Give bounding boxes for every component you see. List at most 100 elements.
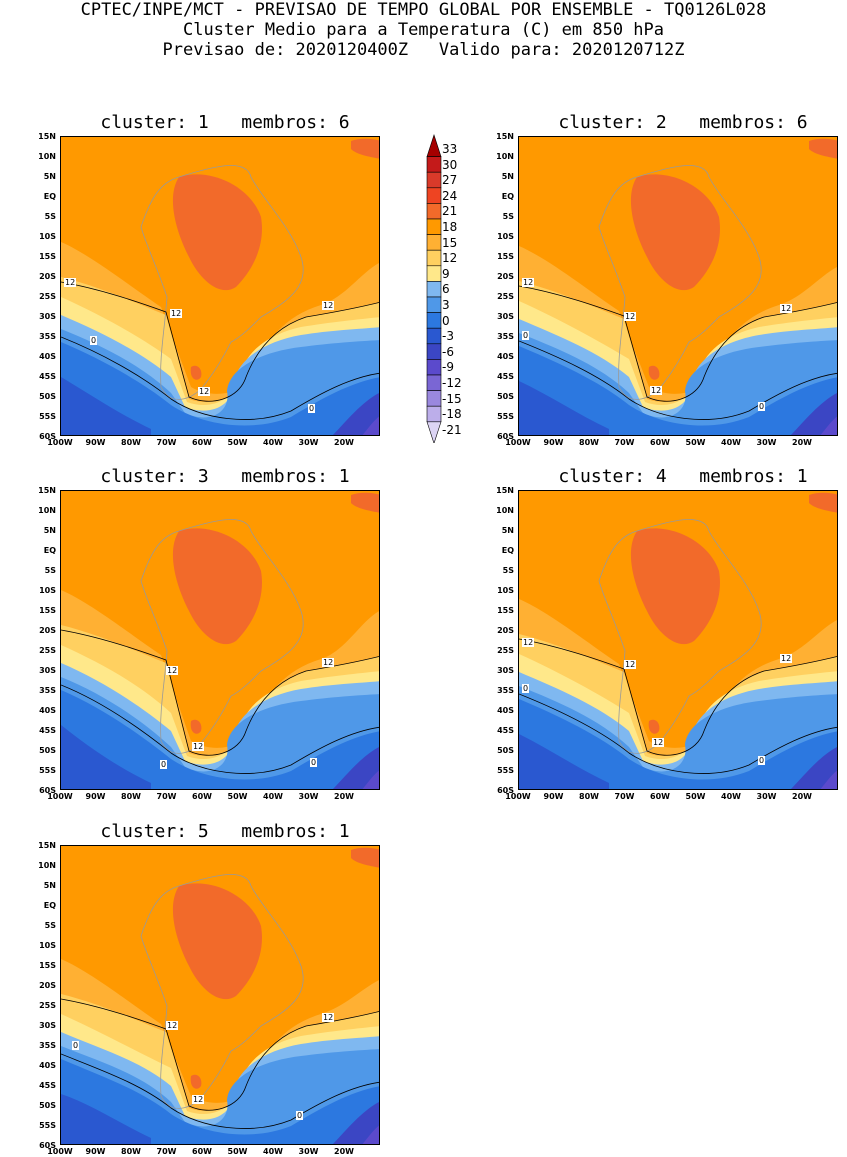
lon-tick-label: 20W (334, 1147, 354, 1156)
lon-tick-label: 40W (263, 1147, 283, 1156)
contour-label: 12 (166, 666, 179, 675)
land-outline (140, 874, 304, 1109)
shading-21-ne (809, 492, 837, 513)
lon-tick-label: 100W (47, 1147, 73, 1156)
lon-tick-label: 30W (298, 792, 319, 801)
shading-minus9 (820, 416, 837, 435)
temperature-field-svg (61, 491, 379, 789)
lon-tick-label: 40W (721, 792, 741, 801)
colorbar-swatch (426, 234, 442, 251)
colorbar-swatch (426, 249, 442, 267)
lat-tick-label: 55S (39, 766, 56, 775)
shading-21 (630, 174, 720, 291)
shading-minus3 (61, 1094, 151, 1144)
cluster-panel-2: cluster: 2 membros: 6 12 12 12 0 12 0 15N 10N 5N… (488, 112, 838, 447)
lon-tick-label: 90W (85, 438, 106, 447)
lat-tick-label: 5N (43, 526, 56, 535)
lat-tick-label: 5N (501, 526, 514, 535)
lat-tick-label: 20S (39, 981, 56, 990)
lat-tick-label: 10N (38, 861, 56, 870)
lat-tick-label: 20S (39, 626, 56, 635)
lat-tick-label: 60S (39, 432, 56, 441)
colorbar-swatch (426, 327, 442, 345)
lat-tick-label: 35S (497, 332, 514, 341)
shading-minus9 (362, 416, 379, 435)
lat-tick-label: 55S (497, 766, 514, 775)
lon-tick-label: 50W (227, 438, 248, 447)
lon-tick-label: 90W (85, 792, 106, 801)
colorbar-level-label: -15 (442, 391, 462, 406)
contour-label: 0 (310, 758, 318, 767)
shading-21 (630, 528, 720, 645)
lat-tick-label: 10N (496, 506, 514, 515)
temperature-colorbar: 33 30 27 24 21 18 15 12 9 6 3 0 -3 -6 -9 -12 -15 -18 -21 (423, 133, 483, 443)
lat-tick-label: EQ (501, 192, 514, 201)
lat-tick-label: 10S (497, 586, 514, 595)
header-line-1: CPTEC/INPE/MCT - PREVISAO DE TEMPO GLOBA… (80, 0, 767, 20)
lon-tick-label: 60W (650, 438, 670, 447)
contour-label: 12 (522, 278, 535, 287)
contour-label: 0 (522, 684, 530, 693)
lat-tick-label: 25S (39, 646, 56, 655)
contour-label: 0 (72, 1041, 80, 1050)
panel-title: cluster: 1 membros: 6 (100, 112, 350, 133)
shading-minus9 (820, 770, 837, 789)
shading-21-ne (351, 847, 379, 868)
lon-tick-label: 60W (192, 438, 212, 447)
map-frame (60, 845, 380, 1145)
lon-tick-label: 80W (121, 1147, 141, 1156)
lat-tick-label: 30S (497, 312, 514, 321)
lat-tick-label: 10N (38, 152, 56, 161)
lat-tick-label: 35S (39, 1041, 56, 1050)
contour-label: 12 (624, 312, 637, 321)
lat-tick-label: 10S (39, 941, 56, 950)
lon-tick-label: 80W (579, 792, 599, 801)
lat-tick-label: EQ (43, 546, 56, 555)
lat-tick-label: 30S (39, 1021, 56, 1030)
land-outline (140, 165, 304, 400)
lat-tick-label: 45S (39, 1081, 56, 1090)
shading-minus6 (790, 393, 837, 435)
lat-tick-label: 60S (39, 1141, 56, 1150)
panel-title: cluster: 4 membros: 1 (558, 466, 808, 487)
cluster-panel-4: cluster: 4 membros: 1 12 12 12 0 12 0 15N 10N 5N… (488, 466, 838, 801)
lat-tick-label: 45S (497, 726, 514, 735)
lat-tick-label: 15S (39, 252, 56, 261)
shading-21-south (190, 719, 202, 734)
lon-tick-label: 20W (792, 438, 812, 447)
colorbar-swatch (426, 421, 442, 443)
shading-21 (172, 883, 262, 1000)
lat-tick-label: 40S (39, 1061, 56, 1070)
lat-tick-label: 25S (39, 292, 56, 301)
lat-tick-label: 45S (39, 372, 56, 381)
lon-tick-label: 60W (192, 792, 212, 801)
contour-label: 12 (64, 278, 77, 287)
colorbar-level-label: 6 (442, 282, 450, 297)
contour-label: 12 (652, 738, 665, 747)
colorbar-swatch (426, 312, 442, 329)
colorbar-swatch (426, 281, 442, 298)
shading-minus6 (332, 1102, 379, 1144)
lon-tick-label: 30W (756, 792, 777, 801)
lat-tick-label: 25S (497, 646, 514, 655)
colorbar-level-label: 12 (442, 251, 458, 266)
shading-minus6 (332, 747, 379, 789)
lat-tick-label: 45S (39, 726, 56, 735)
contour-label: 12 (192, 1095, 205, 1104)
temperature-field-svg (61, 137, 379, 435)
lon-tick-label: 60W (650, 792, 670, 801)
lat-tick-label: 10S (497, 232, 514, 241)
contour-label: 12 (322, 1013, 335, 1022)
colorbar-swatch (426, 374, 442, 391)
contour-label: 0 (758, 756, 766, 765)
lon-tick-label: 100W (505, 438, 531, 447)
temperature-field-svg (519, 137, 837, 435)
colorbar-level-label: 0 (442, 313, 450, 328)
colorbar-swatch (426, 156, 442, 173)
contour-0 (61, 336, 379, 420)
land-outline (598, 519, 762, 754)
lat-tick-label: EQ (43, 192, 56, 201)
contour-0 (519, 693, 837, 774)
contour-label: 0 (160, 760, 168, 769)
lon-tick-label: 20W (792, 792, 812, 801)
